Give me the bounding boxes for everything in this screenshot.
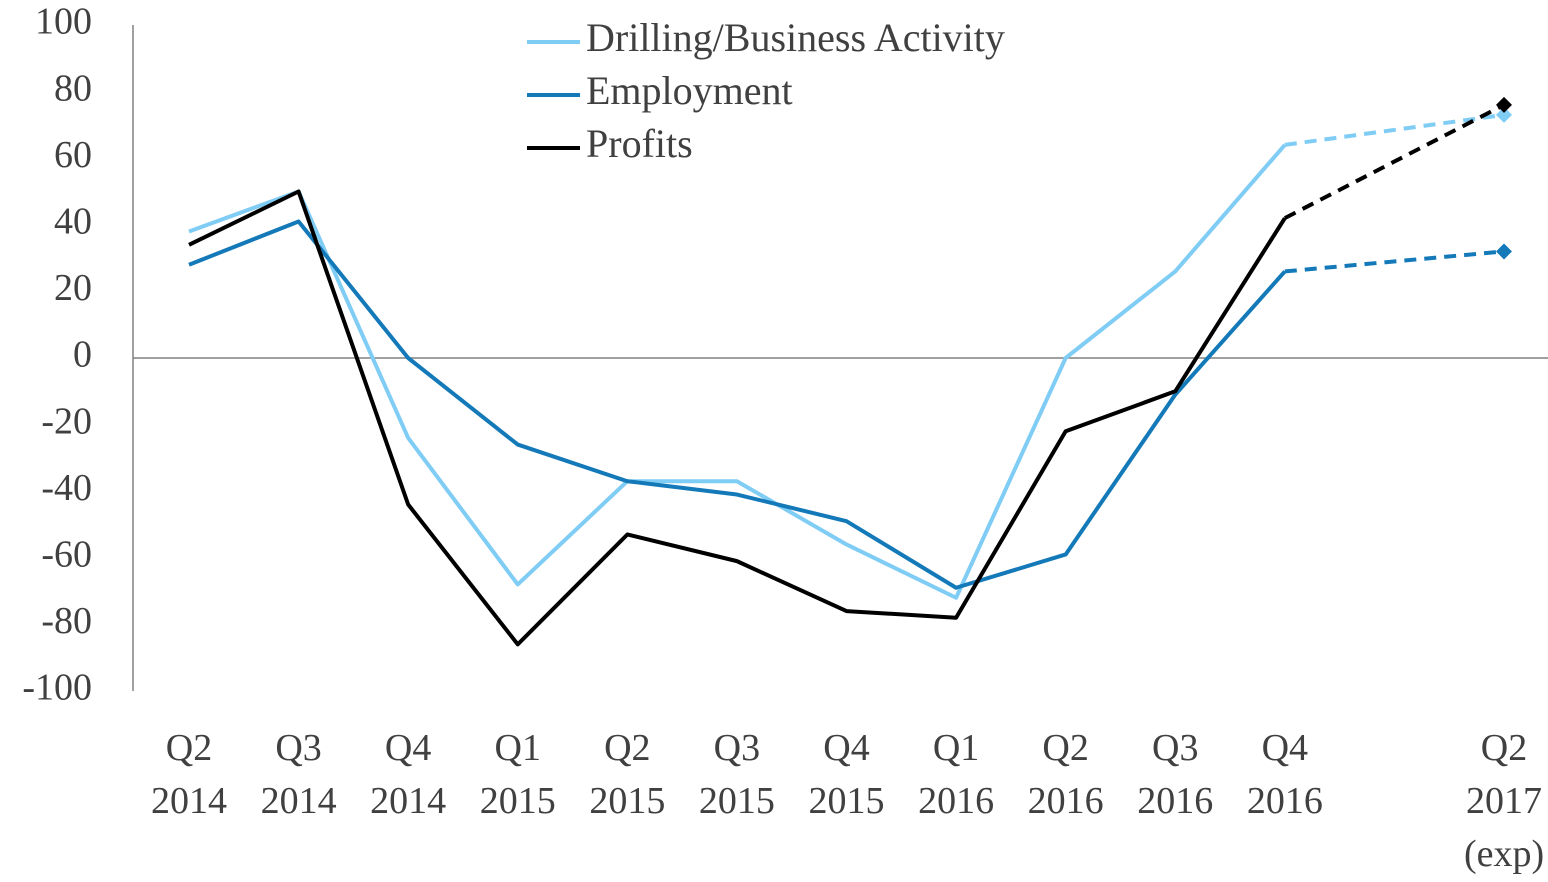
y-tick-label: 0 xyxy=(73,334,92,376)
y-tick-label: -100 xyxy=(22,667,92,709)
x-tick-label: Q2 2016 xyxy=(1027,727,1104,822)
legend-label: Drilling/Business Activity xyxy=(586,15,1005,60)
y-tick-label: -40 xyxy=(41,467,92,509)
point-marker xyxy=(1496,96,1512,113)
x-tick-label: Q1 2015 xyxy=(479,727,556,822)
y-tick-label: -80 xyxy=(41,600,92,642)
y-tick-label: 20 xyxy=(54,267,92,309)
y-tick-label: 40 xyxy=(54,201,92,243)
x-tick-label: Q1 2016 xyxy=(918,727,995,822)
legend-label: Employment xyxy=(586,68,793,113)
x-tick-label: Q3 2015 xyxy=(698,727,775,822)
series-line xyxy=(188,219,1287,590)
y-tick-label: -60 xyxy=(41,534,92,576)
x-tick-label: Q4 2015 xyxy=(808,727,885,822)
gap-line xyxy=(1284,249,1505,274)
x-tick-label: Q2 2015 xyxy=(589,727,666,822)
point-marker xyxy=(1496,106,1512,123)
point-marker xyxy=(1496,243,1512,260)
y-tick-label: -20 xyxy=(41,400,92,442)
series-line xyxy=(188,189,1287,647)
x-tick-label: Q3 2016 xyxy=(1137,727,1214,822)
y-tick-label: 80 xyxy=(54,67,92,109)
x-tick-label: Q3 2014 xyxy=(260,727,337,822)
x-tick-label: Q2 2017 (exp) xyxy=(1464,727,1545,875)
y-tick-label: 100 xyxy=(35,1,92,43)
gap-line xyxy=(1284,112,1505,147)
gap-line xyxy=(1283,103,1505,220)
y-tick-label: 60 xyxy=(54,134,92,176)
legend-label: Profits xyxy=(586,121,693,166)
x-tick-label: Q4 2016 xyxy=(1246,727,1323,822)
x-tick-label: Q2 2014 xyxy=(151,727,227,822)
series-line xyxy=(188,143,1287,600)
x-tick-label: Q4 2014 xyxy=(370,727,447,822)
